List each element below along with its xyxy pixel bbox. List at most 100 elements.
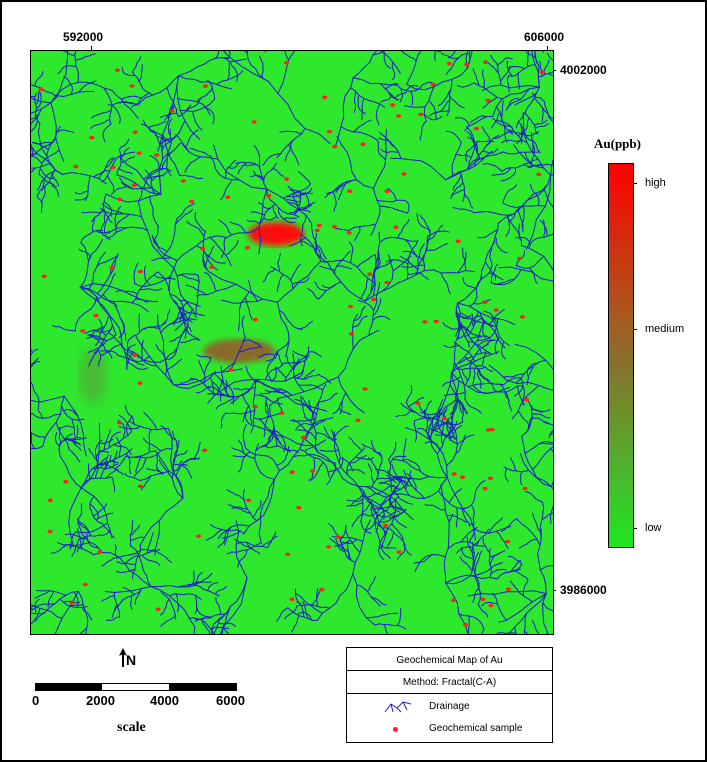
stream-line xyxy=(543,59,550,75)
stream-line xyxy=(423,113,443,121)
stream-line xyxy=(215,51,220,59)
stream-line xyxy=(484,260,496,281)
stream-line xyxy=(292,354,310,371)
stream-line xyxy=(509,206,522,222)
geochemical-sample-point xyxy=(536,172,542,177)
stream-line xyxy=(548,429,553,439)
stream-line xyxy=(465,51,469,69)
stream-line xyxy=(241,315,246,337)
stream-line xyxy=(173,463,188,466)
stream-line xyxy=(350,87,385,108)
geochemical-sample-point xyxy=(519,315,526,319)
stream-line xyxy=(137,168,163,202)
stream-line xyxy=(391,61,396,81)
stream-line xyxy=(335,180,353,193)
stream-line xyxy=(464,356,489,381)
stream-line xyxy=(87,334,104,346)
map-canvas[interactable] xyxy=(30,50,554,635)
stream-line xyxy=(77,518,90,533)
geochemical-sample-point xyxy=(367,272,373,276)
colorbar-tick-high xyxy=(633,183,637,184)
stream-line xyxy=(124,549,161,565)
stream-line xyxy=(489,550,506,558)
stream-line xyxy=(218,219,232,236)
stream-line xyxy=(456,367,486,371)
stream-line xyxy=(277,397,283,414)
stream-line xyxy=(127,349,158,367)
stream-line xyxy=(111,476,116,493)
stream-line xyxy=(80,487,113,539)
geochemical-sample-point xyxy=(110,165,116,169)
stream-line xyxy=(126,360,148,370)
stream-line xyxy=(367,463,375,484)
stream-line xyxy=(207,582,219,592)
stream-line xyxy=(146,169,169,180)
stream-line xyxy=(174,450,188,458)
stream-line xyxy=(378,532,388,561)
stream-line xyxy=(34,92,41,125)
stream-line xyxy=(455,434,466,454)
stream-line xyxy=(258,188,268,255)
stream-line xyxy=(106,227,128,239)
stream-line xyxy=(55,421,70,450)
stream-line xyxy=(253,144,268,190)
stream-line xyxy=(379,132,402,160)
stream-line xyxy=(349,454,367,464)
stream-line xyxy=(258,55,264,79)
stream-line xyxy=(495,530,509,549)
stream-line xyxy=(525,131,540,137)
stream-line xyxy=(226,542,262,555)
stream-line xyxy=(260,429,276,448)
stream-line xyxy=(153,550,172,563)
stream-line xyxy=(337,376,365,414)
stream-line xyxy=(124,472,141,481)
stream-line xyxy=(308,351,323,358)
geochemical-sample-point xyxy=(279,411,285,415)
stream-line xyxy=(274,419,326,480)
stream-line xyxy=(264,51,267,53)
stream-line xyxy=(488,547,492,578)
geochemical-sample-point xyxy=(451,472,457,476)
stream-line xyxy=(491,111,501,129)
stream-line xyxy=(254,394,283,405)
stream-line xyxy=(508,65,526,70)
geochemical-sample-point xyxy=(196,534,202,538)
stream-line xyxy=(173,235,227,269)
stream-line xyxy=(58,442,82,489)
stream-line xyxy=(221,298,264,304)
sample-legend-dot xyxy=(393,727,398,732)
stream-line xyxy=(458,171,466,202)
stream-line xyxy=(265,400,269,418)
geochemical-sample-point xyxy=(136,151,142,155)
stream-line xyxy=(137,200,175,269)
stream-line xyxy=(290,264,301,281)
scale-caption: scale xyxy=(117,720,146,735)
stream-line xyxy=(59,598,88,609)
stream-line xyxy=(526,51,530,67)
stream-line xyxy=(150,584,197,588)
stream-line xyxy=(196,354,212,359)
stream-line xyxy=(132,71,154,96)
stream-line xyxy=(258,353,276,358)
geochemical-sample-point xyxy=(393,225,399,230)
stream-line xyxy=(103,87,113,125)
stream-line xyxy=(242,488,258,522)
stream-line xyxy=(419,81,433,89)
stream-line xyxy=(483,377,497,392)
geochemical-sample-point xyxy=(463,623,469,627)
stream-line xyxy=(238,291,250,332)
stream-line xyxy=(474,352,491,356)
stream-line xyxy=(352,315,368,329)
stream-line xyxy=(405,427,448,478)
stream-line xyxy=(531,92,545,102)
stream-line xyxy=(404,238,418,258)
stream-line xyxy=(155,450,184,499)
stream-line xyxy=(490,263,499,284)
stream-line xyxy=(334,539,351,547)
stream-line xyxy=(77,521,92,537)
stream-line xyxy=(388,498,407,511)
stream-line xyxy=(198,360,205,375)
stream-line xyxy=(174,440,180,454)
stream-line xyxy=(102,523,115,539)
stream-line xyxy=(531,620,540,634)
